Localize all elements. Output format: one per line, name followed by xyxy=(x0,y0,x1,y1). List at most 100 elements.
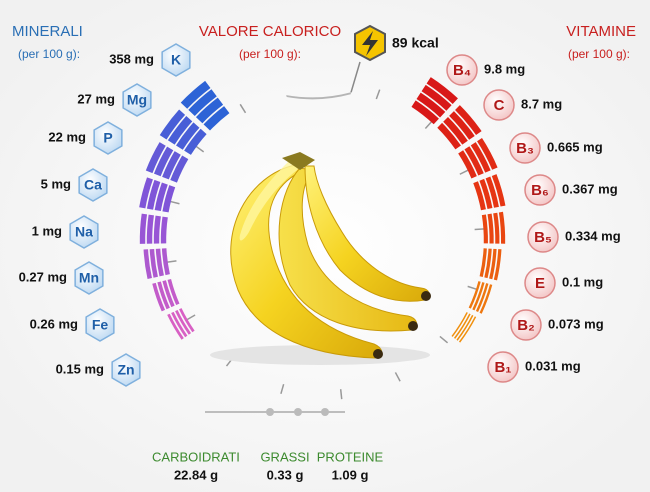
mineral-amount: 5 mg xyxy=(41,176,71,191)
stripe xyxy=(203,106,230,131)
vitamin-badge xyxy=(524,267,556,299)
macro-dot xyxy=(266,408,274,416)
vitamin-badge xyxy=(487,351,519,383)
vitamin-symbol: B₂ xyxy=(517,317,535,334)
stripe xyxy=(449,111,475,140)
macro-dot xyxy=(294,408,302,416)
stripe xyxy=(470,142,491,173)
mineral-badge xyxy=(85,308,115,342)
stripe xyxy=(143,249,152,280)
stripe xyxy=(161,248,170,276)
stripe xyxy=(453,313,471,339)
stripe xyxy=(458,150,477,179)
stripe xyxy=(145,142,166,174)
stripe xyxy=(139,177,153,209)
vitamin-amount: 8.7 mg xyxy=(521,96,562,111)
calories-title: VALORE CALORICO xyxy=(199,23,341,40)
vitamin-symbol: B₅ xyxy=(534,229,552,246)
stripe xyxy=(473,181,486,211)
mineral-badge xyxy=(111,353,141,387)
vitamin-symbol: E xyxy=(535,275,545,292)
vitamin-amount: 0.334 mg xyxy=(565,228,621,243)
mineral-amount: 1 mg xyxy=(32,223,62,238)
mineral-badge xyxy=(74,261,104,295)
ring-tick xyxy=(195,145,205,153)
stripe xyxy=(493,249,502,281)
stripe xyxy=(481,214,488,244)
vitamin-symbol: B₁ xyxy=(494,359,511,376)
ring-tick xyxy=(459,169,470,175)
stripe xyxy=(479,178,493,210)
stripe xyxy=(479,284,493,314)
macro-dot xyxy=(321,408,329,416)
mineral-symbol: Fe xyxy=(92,317,109,333)
mineral-amount: 0.26 mg xyxy=(30,316,78,331)
stripe xyxy=(493,212,500,244)
stripe xyxy=(484,248,492,279)
minerals-subtitle: (per 100 g): xyxy=(18,47,80,61)
macro-amount: 1.09 g xyxy=(332,467,369,482)
minerals-title: MINERALI xyxy=(12,23,83,40)
mineral-badge xyxy=(69,215,99,249)
vitamin-amount: 0.031 mg xyxy=(525,358,581,373)
calories-value: 89 kcal xyxy=(392,35,439,51)
stripe xyxy=(153,215,161,244)
kcal-pointer xyxy=(350,61,361,93)
mineral-symbol: Ca xyxy=(84,177,102,193)
ring-tick xyxy=(239,103,247,114)
stripe xyxy=(487,213,494,244)
macro-amount: 22.84 g xyxy=(174,467,218,482)
ring-tick xyxy=(424,120,433,130)
stripe xyxy=(489,248,497,280)
stripe xyxy=(477,138,498,170)
vitamin-symbol: B₃ xyxy=(516,140,534,157)
vitamin-badge xyxy=(527,221,559,253)
mineral-badge xyxy=(78,168,108,202)
stripe xyxy=(458,316,477,343)
vitamin-badge xyxy=(446,54,478,86)
mineral-symbol: Na xyxy=(75,224,93,240)
vitamin-amount: 0.665 mg xyxy=(547,139,603,154)
mineral-symbol: Mn xyxy=(79,270,99,286)
stripe xyxy=(146,214,154,244)
mineral-symbol: Zn xyxy=(117,362,134,378)
macro-name: PROTEINE xyxy=(317,449,384,464)
stripe xyxy=(157,281,170,310)
stripe xyxy=(176,122,200,150)
stripe xyxy=(456,314,474,341)
ring-tick xyxy=(375,89,381,100)
stripe xyxy=(426,77,458,105)
stripe xyxy=(139,213,148,244)
mineral-symbol: P xyxy=(103,130,112,146)
stripe xyxy=(485,176,499,208)
kcal-badge xyxy=(354,24,386,62)
stripe xyxy=(175,309,192,335)
mineral-amount: 27 mg xyxy=(77,91,115,106)
macro-name: GRASSI xyxy=(260,449,309,464)
stripe xyxy=(437,122,461,150)
mineral-badge xyxy=(122,83,152,117)
stripe xyxy=(159,109,186,140)
ring-tick xyxy=(394,372,401,382)
mineral-badge xyxy=(161,43,191,77)
stripe xyxy=(170,155,189,183)
stripe xyxy=(472,282,485,311)
stripe xyxy=(152,282,166,312)
stripe xyxy=(154,182,168,212)
ring-tick xyxy=(166,260,177,264)
calories-subtitle: (per 100 g): xyxy=(239,47,301,61)
stripe xyxy=(155,248,164,277)
mineral-amount: 22 mg xyxy=(48,129,86,144)
mineral-amount: 358 mg xyxy=(109,51,154,66)
stripe xyxy=(195,97,224,124)
stripe xyxy=(153,146,174,177)
stripe xyxy=(464,146,484,176)
banana-illustration xyxy=(210,152,431,365)
stripe xyxy=(167,115,193,145)
vitamin-badge xyxy=(510,309,542,341)
stripe xyxy=(149,248,158,278)
stripe xyxy=(162,185,176,213)
vitamin-amount: 0.367 mg xyxy=(562,181,618,196)
stripe xyxy=(468,281,481,309)
stripe xyxy=(443,116,468,145)
